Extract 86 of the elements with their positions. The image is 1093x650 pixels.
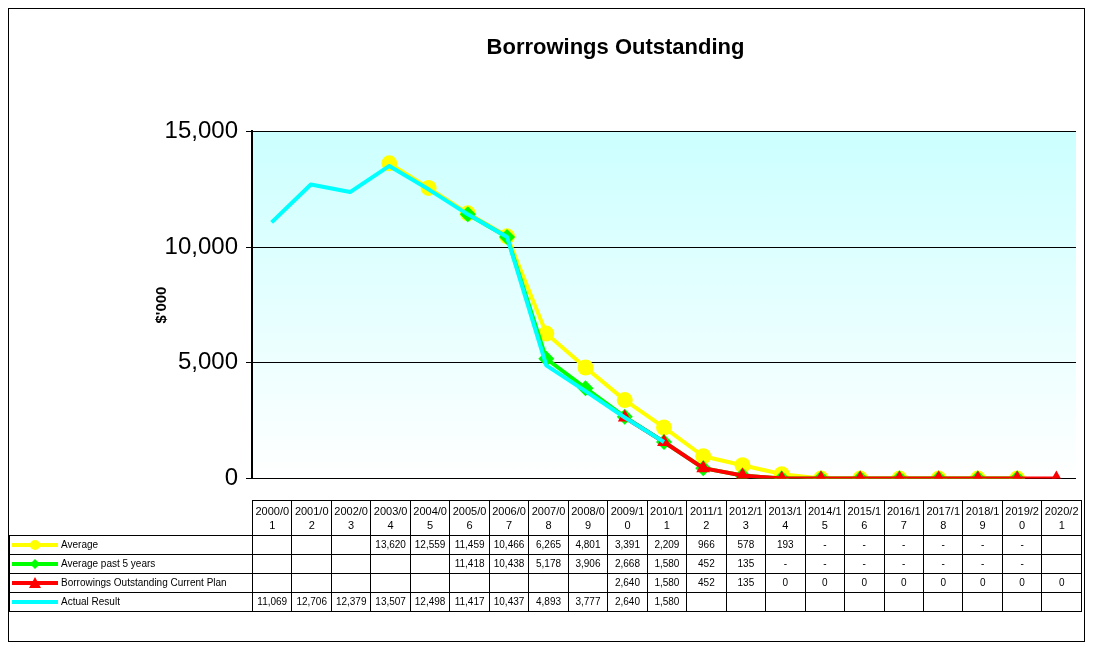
x-tick-label: 2015/16 (844, 500, 884, 536)
y-tick-label: 10,000 (164, 231, 238, 259)
x-tick-label: 2019/20 (1002, 500, 1042, 536)
y-tick-label: 5,000 (177, 347, 238, 375)
data-label: 1,580 (647, 592, 687, 612)
data-label: 135 (726, 573, 766, 593)
data-label: 966 (686, 535, 727, 555)
data-label: 4,893 (528, 592, 569, 612)
x-tick-label: 2006/07 (489, 500, 529, 536)
data-label: - (844, 554, 884, 574)
data-label: - (884, 535, 924, 555)
data-label: - (1002, 554, 1042, 574)
data-label: - (844, 535, 884, 555)
data-label: 452 (686, 573, 727, 593)
x-tick-label: 2012/13 (726, 500, 766, 536)
x-tick-label: 2001/02 (291, 500, 332, 536)
legend-label: Average past 5 years (61, 557, 156, 569)
data-label: 12,559 (410, 535, 450, 555)
data-label: 13,507 (370, 592, 411, 612)
data-label: 0 (765, 573, 806, 593)
data-label: 5,178 (528, 554, 569, 574)
data-label: 1,580 (647, 573, 687, 593)
data-label: 0 (962, 573, 1003, 593)
x-tick-label: 2004/05 (410, 500, 450, 536)
data-label: 12,379 (331, 592, 371, 612)
data-label: 10,438 (489, 554, 529, 574)
x-tick-label: 2005/06 (449, 500, 490, 536)
legend-label: Average (61, 538, 99, 550)
data-label: 3,906 (568, 554, 608, 574)
data-label: 12,706 (291, 592, 332, 612)
data-label: 452 (686, 554, 727, 574)
x-tick-label: 2016/17 (884, 500, 924, 536)
data-label: 0 (923, 573, 963, 593)
data-label: 10,437 (489, 592, 529, 612)
data-label: - (962, 554, 1003, 574)
x-tick-label: 2008/09 (568, 500, 608, 536)
data-label: 11,418 (449, 554, 490, 574)
data-label: 3,391 (607, 535, 648, 555)
data-label: 135 (726, 554, 766, 574)
data-label: - (765, 554, 806, 574)
data-label: - (962, 535, 1003, 555)
legend-label: Actual Result (61, 595, 120, 607)
x-tick-label: 2017/18 (923, 500, 963, 536)
data-label: 2,209 (647, 535, 687, 555)
x-tick-label: 2013/14 (765, 500, 806, 536)
data-label: 1,580 (647, 554, 687, 574)
data-label: 3,777 (568, 592, 608, 612)
x-tick-label: 2007/08 (528, 500, 569, 536)
data-label: 0 (805, 573, 845, 593)
y-tick-label: 0 (224, 463, 238, 491)
data-label: - (884, 554, 924, 574)
data-label: - (1002, 535, 1042, 555)
data-label: 11,069 (252, 592, 292, 612)
x-tick-label: 2002/03 (331, 500, 371, 536)
data-label: - (805, 554, 845, 574)
data-label: 0 (1002, 573, 1042, 593)
data-label: 11,417 (449, 592, 490, 612)
chart-title: Borrowings Outstanding (486, 34, 745, 60)
x-tick-label: 2010/11 (647, 500, 687, 536)
data-label: 0 (884, 573, 924, 593)
data-label: 11,459 (449, 535, 490, 555)
x-tick-label: 2020/21 (1041, 500, 1082, 536)
data-label: 578 (726, 535, 766, 555)
legend-label: Borrowings Outstanding Current Plan (61, 576, 227, 588)
data-label: 6,265 (528, 535, 569, 555)
y-axis-title: $'000 (152, 286, 170, 324)
data-label: - (923, 554, 963, 574)
data-label: 13,620 (370, 535, 411, 555)
x-tick-label: 2003/04 (370, 500, 411, 536)
data-label: 4,801 (568, 535, 608, 555)
data-label: 2,640 (607, 573, 648, 593)
x-tick-label: 2011/12 (686, 500, 727, 536)
data-label: 2,640 (607, 592, 648, 612)
x-tick-label: 2009/10 (607, 500, 648, 536)
data-label: 2,668 (607, 554, 648, 574)
x-tick-label: 2000/01 (252, 500, 292, 536)
data-label: - (923, 535, 963, 555)
y-tick-label: 15,000 (164, 116, 238, 144)
data-label: 0 (844, 573, 884, 593)
data-label: 12,498 (410, 592, 450, 612)
data-label: 10,466 (489, 535, 529, 555)
data-label: 193 (765, 535, 806, 555)
x-tick-label: 2018/19 (962, 500, 1003, 536)
data-label: 0 (1041, 573, 1082, 593)
x-tick-label: 2014/15 (805, 500, 845, 536)
data-label: - (805, 535, 845, 555)
